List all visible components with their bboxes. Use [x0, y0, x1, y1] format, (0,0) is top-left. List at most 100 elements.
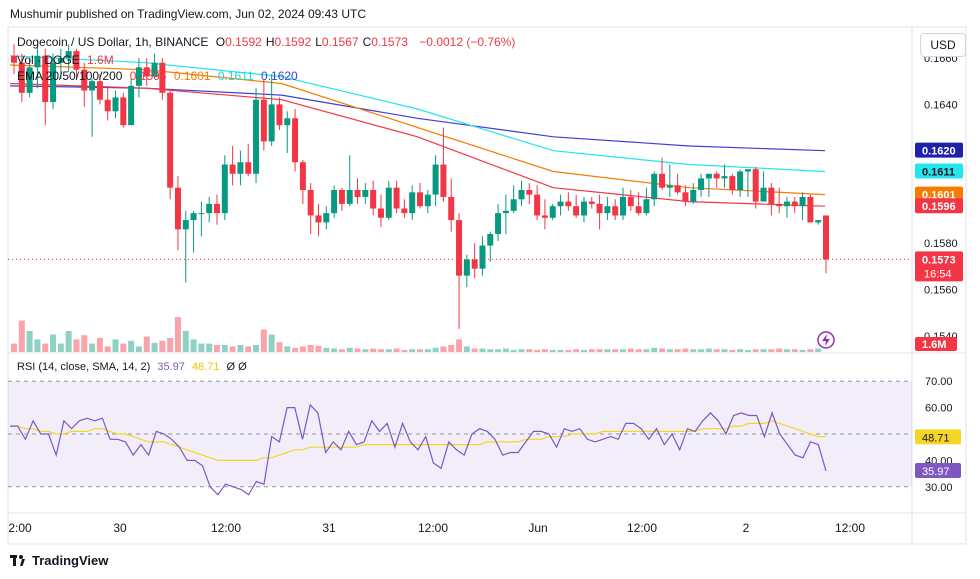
volume-bar — [315, 345, 322, 352]
time-tick-label: 30 — [113, 521, 127, 535]
ema-label: EMA 20/50/100/200 — [17, 69, 123, 83]
candle-body — [620, 196, 626, 216]
volume-bar — [167, 338, 174, 352]
volume-bar — [815, 348, 822, 352]
candle-body — [354, 190, 361, 197]
volume-bar — [190, 339, 197, 352]
candle-body — [73, 51, 80, 70]
price-tick-label: 0.1560 — [924, 285, 958, 297]
volume-bar — [620, 349, 626, 352]
candle-body — [565, 201, 572, 207]
candle-body — [690, 190, 697, 202]
candle-body — [362, 190, 369, 197]
candle-body — [479, 245, 486, 269]
rsi-tick-label: 30.00 — [925, 482, 953, 494]
ohlc-value-l: 0.1567 — [321, 35, 359, 49]
time-tick-label: 12:00 — [835, 521, 865, 535]
price-badge-label: 0.1611 — [922, 166, 955, 178]
volume-bar — [541, 349, 548, 352]
candle-body — [541, 215, 548, 218]
volume-bar — [370, 348, 377, 352]
candle-body — [409, 192, 416, 214]
candle-body — [417, 192, 423, 207]
candle-body — [128, 85, 135, 126]
candle-body — [253, 99, 260, 174]
volume-bar — [502, 348, 509, 352]
time-tick-label: 12:00 — [418, 521, 448, 535]
volume-bar — [487, 349, 494, 352]
candle-body — [674, 185, 681, 193]
candle-body — [346, 190, 353, 204]
volume-bar — [424, 349, 431, 352]
candle-body — [713, 173, 720, 179]
volume-bar — [752, 349, 759, 352]
candle-body — [627, 196, 634, 207]
volume-bar — [112, 339, 119, 352]
rsi-sma-value: 48.71 — [191, 361, 220, 373]
volume-bar — [495, 349, 502, 352]
volume-bar — [151, 342, 158, 352]
candle-body — [237, 162, 244, 174]
volume-bar — [549, 349, 556, 352]
candle-body — [737, 171, 744, 190]
volume-bar — [65, 331, 72, 352]
volume-bar — [260, 329, 267, 352]
candle-body — [752, 169, 759, 202]
volume-bar — [198, 343, 205, 352]
volume-bar — [448, 345, 455, 352]
volume-bar — [456, 339, 463, 352]
candle-body — [682, 192, 689, 202]
volume-bar — [299, 346, 306, 352]
volume-bar — [354, 348, 361, 352]
volume-bar — [768, 349, 775, 352]
candle-body — [120, 97, 127, 126]
volume-bar — [42, 343, 49, 352]
ohlc-key-l: L — [315, 35, 322, 49]
price-change: −0.0012 (−0.76%) — [419, 35, 516, 49]
candle-body — [323, 213, 330, 223]
volume-bar — [393, 348, 400, 352]
candle-body — [18, 62, 25, 93]
candle-body — [643, 199, 650, 214]
rsi-label: RSI (14, close, SMA, 14, 2) — [17, 361, 151, 373]
volume-bar — [50, 334, 57, 352]
volume-bar — [292, 347, 299, 352]
volume-bar — [682, 348, 689, 352]
candle-body — [487, 233, 494, 246]
candle-body — [815, 220, 822, 223]
ema200-value: 0.1620 — [261, 69, 298, 83]
volume-bar — [440, 346, 447, 352]
volume-bar — [666, 349, 673, 352]
time-tick-label: 12:00 — [627, 521, 657, 535]
candle-body — [580, 201, 587, 216]
candle-body — [635, 206, 642, 214]
candle-body — [604, 206, 611, 214]
volume-bar — [34, 339, 41, 352]
volume-bar — [331, 348, 338, 352]
ema-legend: EMA 20/50/100/200 0.1596 0.1601 0.1611 0… — [17, 69, 302, 83]
volume-bar — [323, 347, 330, 352]
currency-button[interactable]: USD — [920, 33, 966, 57]
volume-bar — [510, 349, 517, 352]
volume-bar — [674, 349, 681, 352]
tradingview-brand: TradingView — [32, 553, 109, 568]
volume-bar — [596, 349, 603, 352]
price-badge — [915, 186, 963, 202]
volume-bar — [643, 349, 650, 352]
volume-bar — [432, 347, 439, 352]
candle-body — [698, 178, 705, 190]
volume-bar — [471, 348, 478, 352]
candle-body — [651, 173, 658, 200]
candle-body — [284, 118, 291, 126]
price-tick-label: 0.1580 — [924, 238, 958, 250]
ema100-value: 0.1611 — [217, 69, 254, 83]
ohlc-value-c: 0.1573 — [371, 35, 408, 49]
candle-body — [448, 196, 455, 221]
candle-body — [143, 67, 150, 77]
ema50-line — [9, 64, 826, 196]
candle-body — [214, 203, 220, 214]
candle-body — [573, 206, 580, 216]
tradingview-footer: TradingView — [10, 553, 108, 568]
time-tick-label: 12:00 — [211, 521, 241, 535]
